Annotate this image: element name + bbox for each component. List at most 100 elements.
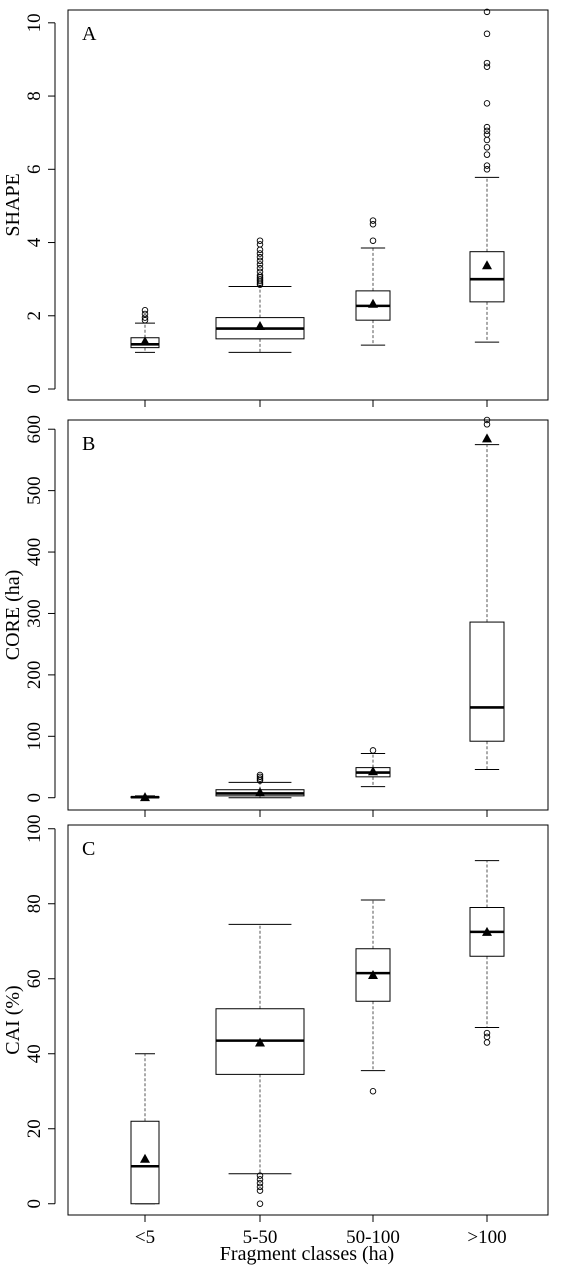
outlier-point <box>256 775 264 782</box>
iqr-box <box>355 948 391 1002</box>
iqr-box <box>469 621 505 742</box>
y-tick-label: 0 <box>24 793 45 803</box>
outlier-point <box>256 1183 264 1191</box>
y-tick-label: 0 <box>24 1199 45 1209</box>
mean-marker <box>140 336 150 346</box>
box-3 <box>355 747 391 788</box>
outlier-point <box>483 127 491 135</box>
outlier-point <box>483 144 491 151</box>
box-2 <box>215 237 305 353</box>
y-tick-label: 2 <box>24 311 45 321</box>
box-3 <box>355 217 391 346</box>
mean-marker <box>482 433 492 443</box>
y-tick-label: 100 <box>24 722 45 751</box>
outlier-point <box>369 220 377 228</box>
box-2 <box>215 923 305 1207</box>
outlier-point <box>369 1087 377 1095</box>
outlier-point <box>256 1200 264 1207</box>
y-tick-label: 300 <box>24 599 45 628</box>
outlier-point <box>483 151 491 158</box>
y-axis-label: CAI (%) <box>2 985 24 1054</box>
x-tick-label: 5-50 <box>243 1227 278 1248</box>
y-tick-label: 600 <box>24 415 45 444</box>
y-tick-label: 6 <box>24 165 45 175</box>
outlier-point <box>483 1029 491 1037</box>
outlier-point <box>256 1187 264 1194</box>
mean-marker <box>368 298 378 308</box>
outlier-point <box>483 131 491 138</box>
outlier-point <box>256 264 264 272</box>
outlier-point <box>141 310 149 318</box>
outlier-point <box>483 416 491 424</box>
panel-b: B 0 100 200 300 400 500 600 CORE (ha) <box>2 415 549 817</box>
outlier-point <box>256 1176 264 1183</box>
outlier-point <box>256 1179 264 1187</box>
outlier-point <box>256 268 264 276</box>
outlier-point <box>483 100 491 107</box>
y-tick-label: 80 <box>24 894 45 913</box>
outlier-point <box>256 261 264 268</box>
mean-marker <box>482 926 492 936</box>
box-1 <box>130 1053 160 1205</box>
panel-letter: C <box>82 838 95 860</box>
panel-letter: B <box>82 433 95 455</box>
box-4 <box>469 416 505 770</box>
mean-marker <box>368 970 378 979</box>
y-axis-label: CORE (ha) <box>2 570 24 661</box>
box-1 <box>130 307 160 353</box>
x-tick-label: >100 <box>467 1227 506 1248</box>
x-axis-label: Fragment classes (ha) <box>220 1243 394 1265</box>
outlier-point <box>483 123 491 131</box>
outlier-point <box>256 1172 264 1179</box>
y-tick-label: 60 <box>24 969 45 988</box>
y-tick-label: 10 <box>24 13 45 32</box>
iqr-box <box>469 251 505 303</box>
plot-frame <box>67 9 549 401</box>
outlier-point <box>369 217 377 224</box>
y-tick-label: 400 <box>24 538 45 567</box>
mean-marker <box>140 1153 150 1163</box>
outlier-point <box>483 136 491 144</box>
outlier-point <box>256 250 264 257</box>
y-tick-label: 8 <box>24 91 45 101</box>
mean-marker <box>255 321 265 331</box>
y-axis-label: SHAPE <box>2 173 24 236</box>
box-4 <box>469 8 505 343</box>
outlier-point <box>483 63 491 71</box>
outlier-point <box>141 314 149 321</box>
outlier-point <box>483 1039 491 1046</box>
y-tick-label: 4 <box>24 237 45 247</box>
outlier-point <box>483 8 491 16</box>
outlier-point <box>483 421 491 428</box>
y-tick-label: 20 <box>24 1119 45 1138</box>
outlier-point <box>483 166 491 173</box>
panel-c: C 0 20 40 60 80 100 CAI (%) <5 5-50 50-100 >100 Frag… <box>2 815 549 1265</box>
mean-marker <box>140 792 150 802</box>
y-tick-label: 200 <box>24 661 45 690</box>
y-tick-label: 40 <box>24 1044 45 1063</box>
panel-a: A 0 2 4 6 8 10 SHAPE <box>2 8 549 407</box>
outlier-point <box>256 257 264 265</box>
y-tick-label: 0 <box>24 384 45 394</box>
outlier-point <box>256 771 264 779</box>
y-tick-label: 100 <box>24 815 45 844</box>
plot-frame <box>67 419 549 811</box>
mean-marker <box>482 260 492 270</box>
outlier-point <box>256 275 264 283</box>
outlier-point <box>141 307 149 314</box>
outlier-point <box>141 316 149 324</box>
outlier-point <box>369 237 377 244</box>
outlier-point <box>256 773 264 781</box>
x-tick-label: <5 <box>135 1227 155 1248</box>
outlier-point <box>483 1033 491 1041</box>
box-2 <box>215 771 305 799</box>
panel-letter: A <box>82 23 97 45</box>
outlier-point <box>256 241 264 248</box>
outlier-point <box>369 747 377 754</box>
outlier-point <box>483 30 491 38</box>
x-tick-label: 50-100 <box>346 1227 400 1248</box>
outlier-point <box>256 272 264 279</box>
box-1 <box>130 792 160 802</box>
outlier-point <box>256 246 264 254</box>
